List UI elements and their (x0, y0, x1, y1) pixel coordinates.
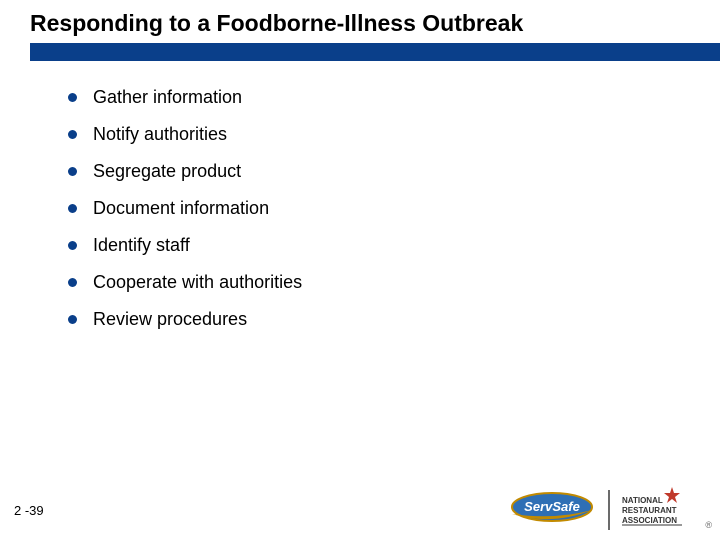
list-item: Document information (68, 198, 720, 219)
bullet-icon (68, 93, 77, 102)
slide-container: Responding to a Foodborne-Illness Outbre… (0, 0, 720, 540)
bullet-icon (68, 167, 77, 176)
bullet-icon (68, 204, 77, 213)
nra-logo-icon: NATIONAL RESTAURANT ASSOCIATION (620, 485, 690, 534)
logo-divider (608, 490, 610, 530)
bullet-label: Cooperate with authorities (93, 272, 302, 293)
bullet-label: Segregate product (93, 161, 241, 182)
servsafe-logo-icon: ServSafe (506, 486, 598, 533)
title-underline-bar (30, 43, 720, 61)
bullet-label: Identify staff (93, 235, 190, 256)
bullet-label: Notify authorities (93, 124, 227, 145)
bullet-label: Review procedures (93, 309, 247, 330)
footer-region: 2 -39 ServSafe NATIONAL RESTAURANT ASSOC… (0, 484, 720, 540)
bullet-label: Document information (93, 198, 269, 219)
bullet-icon (68, 315, 77, 324)
list-item: Gather information (68, 87, 720, 108)
bullet-icon (68, 241, 77, 250)
logo-group: ServSafe NATIONAL RESTAURANT ASSOCIATION (506, 485, 690, 534)
page-number: 2 -39 (14, 503, 44, 518)
registered-mark: ® (705, 520, 712, 530)
list-item: Review procedures (68, 309, 720, 330)
bullet-list: Gather information Notify authorities Se… (68, 87, 720, 330)
bullet-icon (68, 278, 77, 287)
title-region: Responding to a Foodborne-Illness Outbre… (0, 0, 720, 61)
list-item: Notify authorities (68, 124, 720, 145)
list-item: Cooperate with authorities (68, 272, 720, 293)
bullet-icon (68, 130, 77, 139)
servsafe-text: ServSafe (524, 499, 580, 514)
content-region: Gather information Notify authorities Se… (0, 61, 720, 330)
bullet-label: Gather information (93, 87, 242, 108)
nra-line1: NATIONAL (622, 496, 663, 505)
nra-line3: ASSOCIATION (622, 516, 677, 525)
slide-title: Responding to a Foodborne-Illness Outbre… (30, 10, 720, 37)
list-item: Identify staff (68, 235, 720, 256)
list-item: Segregate product (68, 161, 720, 182)
nra-line2: RESTAURANT (622, 506, 677, 515)
